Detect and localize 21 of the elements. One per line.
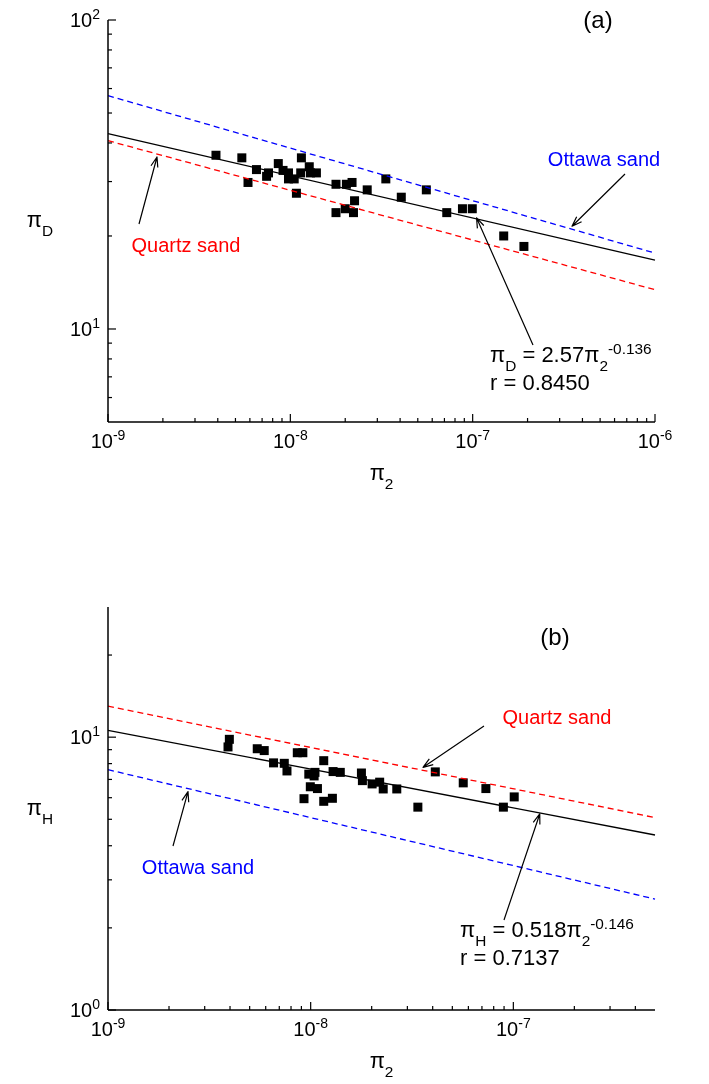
y-axis-title: π$_{H}$ (26, 794, 54, 826)
x-axis-title: π$_{2}$ (369, 1048, 394, 1080)
y-axis-title: π$_{D}$ (26, 207, 54, 239)
text: Quartz sand (502, 706, 612, 728)
text: Ottawa sand (141, 856, 255, 878)
x-tick-label: 10$^{-7}$ (455, 427, 491, 452)
y-tick-label: 10$^{1}$ (69, 314, 101, 340)
x-tick-label: 10$^{-6}$ (637, 427, 673, 452)
annotation: r = 0.7137 (460, 945, 560, 970)
x-tick-label: 10$^{-8}$ (272, 427, 308, 452)
x-tick-label: 10$^{-9}$ (90, 427, 126, 452)
text: Quartz sand (131, 234, 241, 256)
x-tick-label: 10$^{-7}$ (495, 1015, 531, 1040)
annotation: (a) (583, 6, 613, 33)
annotation: (b) (540, 623, 570, 650)
text: Ottawa sand (547, 148, 661, 170)
x-tick-label: 10$^{-8}$ (293, 1015, 329, 1040)
x-axis-title: π$_{2}$ (369, 460, 394, 492)
annotation: r = 0.8450 (490, 370, 590, 395)
y-tick-label: 10$^{1}$ (69, 723, 101, 749)
y-tick-label: 10$^{2}$ (69, 6, 101, 31)
